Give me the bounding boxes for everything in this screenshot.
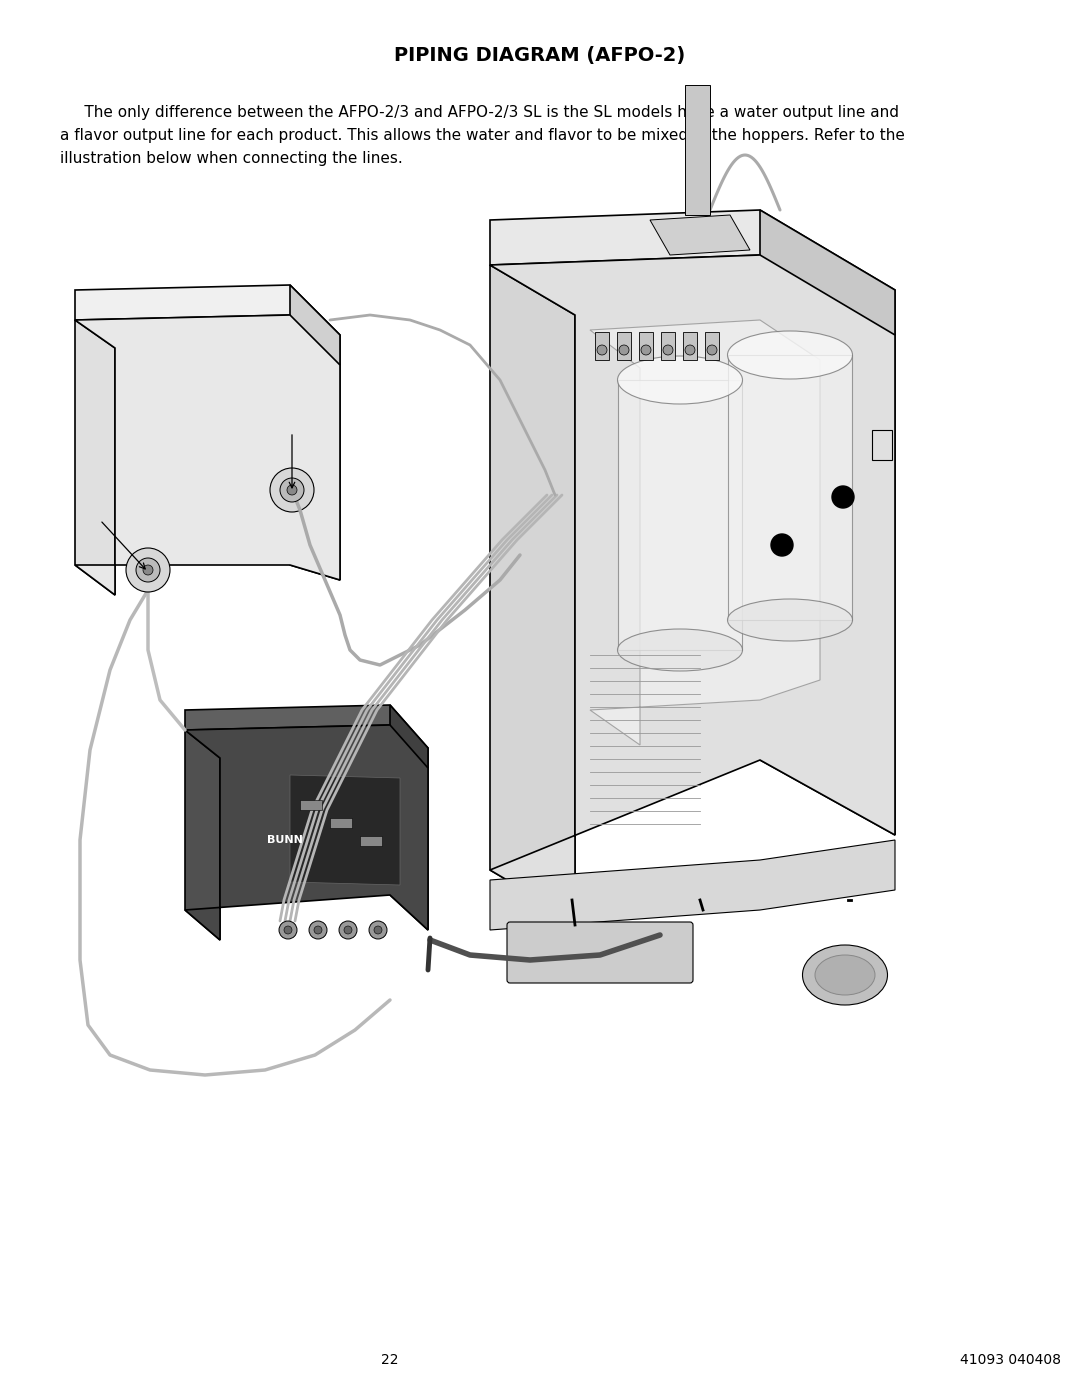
Polygon shape <box>650 215 750 256</box>
Circle shape <box>771 534 793 556</box>
Polygon shape <box>590 320 820 745</box>
Polygon shape <box>490 256 895 921</box>
Bar <box>617 332 631 360</box>
Text: 41093 040408: 41093 040408 <box>959 1354 1061 1368</box>
Bar <box>685 85 710 215</box>
Circle shape <box>284 926 292 935</box>
Bar <box>300 800 322 810</box>
Circle shape <box>280 478 303 502</box>
Ellipse shape <box>815 956 875 995</box>
Polygon shape <box>185 731 220 940</box>
Ellipse shape <box>728 599 852 641</box>
Circle shape <box>374 926 382 935</box>
Circle shape <box>345 926 352 935</box>
Circle shape <box>279 921 297 939</box>
Bar <box>330 819 352 828</box>
FancyBboxPatch shape <box>507 922 693 983</box>
Polygon shape <box>728 355 852 620</box>
Polygon shape <box>291 775 400 886</box>
Polygon shape <box>291 285 340 580</box>
Polygon shape <box>390 705 428 930</box>
Polygon shape <box>760 210 895 835</box>
Bar <box>683 332 697 360</box>
Text: a flavor output line for each product. This allows the water and flavor to be mi: a flavor output line for each product. T… <box>60 129 905 142</box>
Text: 22: 22 <box>381 1354 399 1368</box>
Polygon shape <box>618 380 742 650</box>
Circle shape <box>685 345 696 355</box>
Text: illustration below when connecting the lines.: illustration below when connecting the l… <box>60 151 403 166</box>
Circle shape <box>126 548 170 592</box>
Polygon shape <box>75 285 340 365</box>
Polygon shape <box>75 314 340 595</box>
Text: The only difference between the AFPO-2/3 and AFPO-2/3 SL is the SL models have a: The only difference between the AFPO-2/3… <box>60 105 899 120</box>
Ellipse shape <box>728 331 852 379</box>
Circle shape <box>619 345 629 355</box>
Circle shape <box>314 926 322 935</box>
Circle shape <box>597 345 607 355</box>
Text: BUNN: BUNN <box>267 835 302 845</box>
Ellipse shape <box>618 356 743 404</box>
Polygon shape <box>75 320 114 595</box>
Bar <box>639 332 653 360</box>
Circle shape <box>369 921 387 939</box>
Circle shape <box>309 921 327 939</box>
Ellipse shape <box>802 944 888 1004</box>
Circle shape <box>663 345 673 355</box>
Circle shape <box>642 345 651 355</box>
Bar <box>360 835 382 847</box>
Bar <box>661 332 675 360</box>
Bar <box>595 332 609 360</box>
Text: PIPING DIAGRAM (AFPO-2): PIPING DIAGRAM (AFPO-2) <box>394 46 686 64</box>
Polygon shape <box>490 265 575 921</box>
Circle shape <box>707 345 717 355</box>
Polygon shape <box>490 840 895 930</box>
Polygon shape <box>185 725 428 940</box>
Ellipse shape <box>618 629 743 671</box>
Circle shape <box>143 564 153 576</box>
Polygon shape <box>185 705 428 768</box>
Polygon shape <box>490 210 895 335</box>
Circle shape <box>270 468 314 511</box>
Circle shape <box>832 486 854 509</box>
Bar <box>705 332 719 360</box>
Bar <box>872 430 892 460</box>
Circle shape <box>136 557 160 583</box>
Circle shape <box>339 921 357 939</box>
Circle shape <box>287 485 297 495</box>
